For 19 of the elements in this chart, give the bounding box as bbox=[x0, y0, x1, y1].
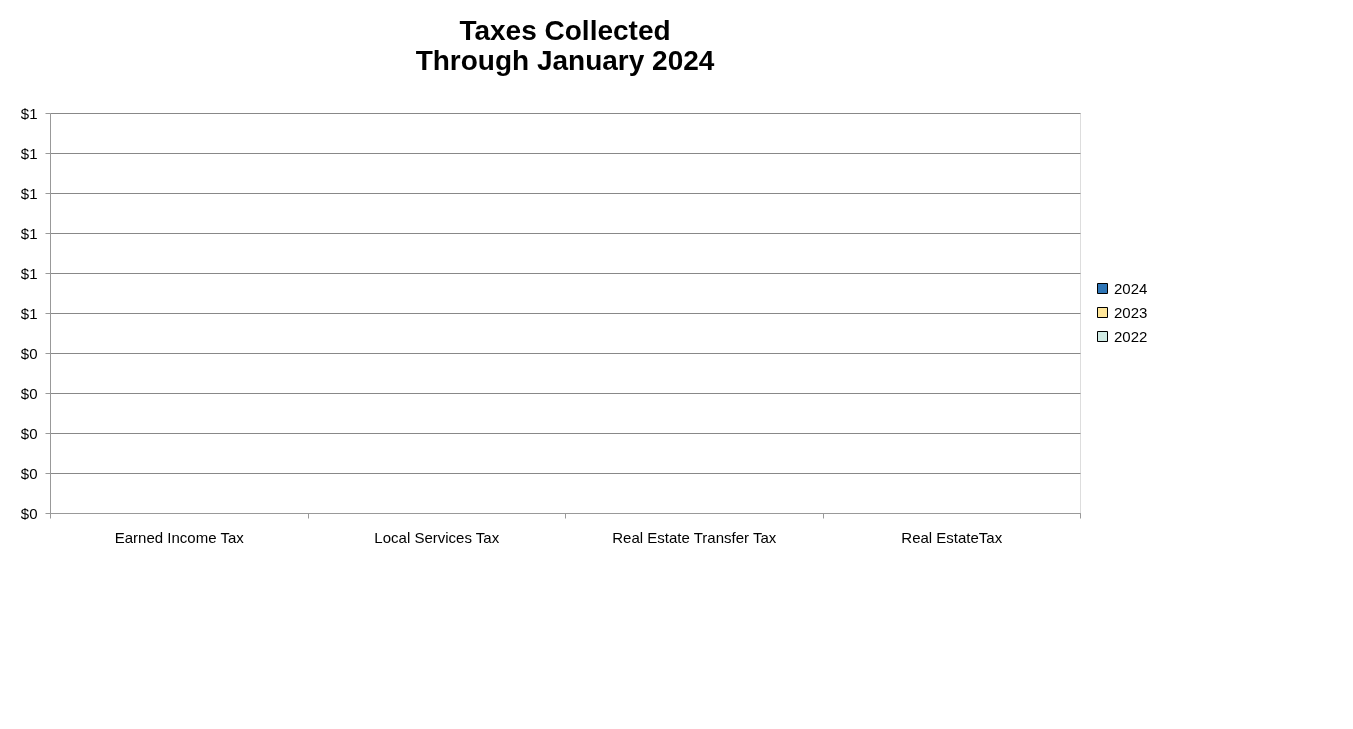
x-tick-label: Real EstateTax bbox=[901, 528, 1003, 546]
y-tick-label: $0 bbox=[20, 424, 38, 442]
y-tick-label: $0 bbox=[20, 384, 38, 402]
legend-label: 2022 bbox=[1114, 327, 1148, 345]
x-tick-label: Real Estate Transfer Tax bbox=[612, 528, 777, 546]
y-tick-label: $1 bbox=[20, 184, 38, 202]
x-tick-label: Local Services Tax bbox=[374, 528, 500, 546]
y-tick-label: $1 bbox=[20, 224, 38, 242]
y-tick-label: $1 bbox=[20, 304, 38, 322]
y-tick-label: $0 bbox=[20, 504, 38, 522]
legend-label: 2023 bbox=[1114, 303, 1148, 321]
legend-label: 2024 bbox=[1114, 279, 1148, 297]
y-tick-label: $0 bbox=[20, 344, 38, 362]
x-tick-label: Earned Income Tax bbox=[114, 528, 245, 546]
y-tick-label: $0 bbox=[20, 464, 38, 482]
y-tick-label: $1 bbox=[20, 144, 38, 162]
chart-title: Taxes Collected Through January 2024 bbox=[415, 15, 715, 76]
y-tick-label: $1 bbox=[20, 264, 38, 282]
y-tick-label: $1 bbox=[20, 104, 38, 122]
